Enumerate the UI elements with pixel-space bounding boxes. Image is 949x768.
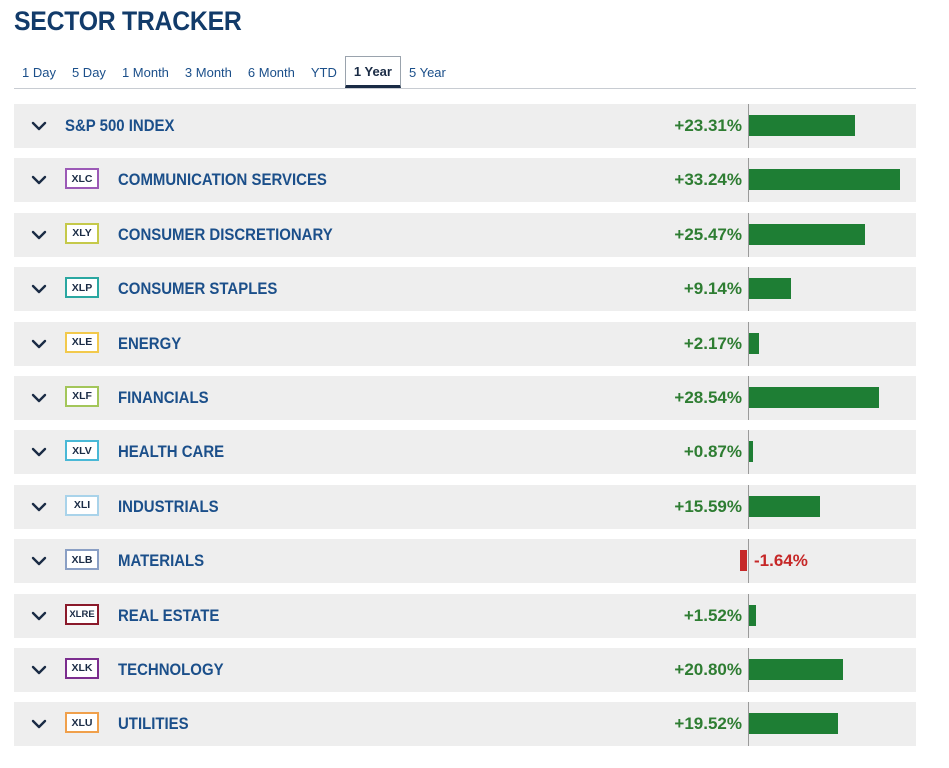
sector-name[interactable]: COMMUNICATION SERVICES: [118, 170, 327, 190]
chevron-down-icon[interactable]: [31, 281, 47, 297]
sector-row[interactable]: XLP CONSUMER STAPLES +9.14%: [14, 267, 916, 312]
ticker-badge: XLU: [65, 712, 99, 734]
sector-name[interactable]: UTILITIES: [118, 714, 189, 734]
performance-bar: [739, 550, 747, 572]
chevron-down-icon[interactable]: [31, 172, 47, 188]
performance-bar: [749, 223, 865, 245]
ticker-badge: XLB: [65, 549, 99, 571]
ticker-badge: XLI: [65, 494, 99, 516]
chevron-down-icon[interactable]: [31, 716, 47, 732]
sector-row[interactable]: XLK TECHNOLOGY +20.80%: [14, 647, 916, 692]
tab-6-month[interactable]: 6 Month: [247, 64, 295, 80]
ticker-badge: XLK: [65, 657, 99, 679]
performance-bar: [749, 278, 791, 300]
chevron-down-icon[interactable]: [31, 553, 47, 569]
zero-axis-line: [748, 484, 749, 529]
ticker-badge: XLP: [65, 277, 99, 299]
sector-row[interactable]: S&P 500 INDEX +23.31%: [14, 104, 916, 148]
percent-change: +1.52%: [683, 605, 742, 625]
percent-change: +9.14%: [683, 279, 742, 299]
ticker-badge: XLF: [65, 385, 99, 407]
sector-name[interactable]: MATERIALS: [118, 551, 205, 571]
sector-name[interactable]: CONSUMER STAPLES: [118, 279, 278, 299]
percent-change: +28.54%: [674, 387, 742, 407]
sector-row[interactable]: XLRE REAL ESTATE +1.52%: [14, 593, 916, 638]
percent-change: +2.17%: [683, 333, 742, 353]
percent-change: +20.80%: [674, 659, 742, 679]
zero-axis-line: [748, 430, 749, 475]
chevron-down-icon[interactable]: [31, 499, 47, 515]
sector-name[interactable]: TECHNOLOGY: [118, 659, 224, 679]
sector-name[interactable]: INDUSTRIALS: [118, 496, 219, 516]
sector-name[interactable]: FINANCIALS: [118, 387, 209, 407]
sector-row[interactable]: XLC COMMUNICATION SERVICES +33.24%: [14, 158, 916, 203]
ticker-badge: XLY: [65, 222, 99, 244]
performance-bar: [749, 658, 844, 680]
percent-change: +23.31%: [674, 116, 742, 135]
sector-name[interactable]: CONSUMER DISCRETIONARY: [118, 224, 333, 244]
percent-change: +33.24%: [674, 170, 742, 190]
performance-bar: [749, 332, 759, 354]
ticker-badge: XLC: [65, 168, 99, 190]
chevron-down-icon[interactable]: [31, 336, 47, 352]
percent-change: +0.87%: [683, 442, 742, 462]
zero-axis-line: [748, 647, 749, 692]
zero-axis-line: [748, 321, 749, 366]
tab-1-month[interactable]: 1 Month: [121, 64, 169, 80]
percent-change: +25.47%: [674, 224, 742, 244]
sector-row[interactable]: XLV HEALTH CARE +0.87%: [14, 430, 916, 475]
sector-row[interactable]: XLI INDUSTRIALS +15.59%: [14, 484, 916, 529]
sector-list: S&P 500 INDEX +23.31% XLC COMMUNICATION SER…: [14, 104, 916, 757]
performance-bar: [749, 441, 753, 463]
sector-row[interactable]: XLF FINANCIALS +28.54%: [14, 375, 916, 420]
tab-1-year[interactable]: 1 Year: [344, 56, 401, 88]
sector-name[interactable]: ENERGY: [118, 333, 182, 353]
zero-axis-line: [748, 104, 749, 148]
tab-5-day[interactable]: 5 Day: [71, 64, 106, 80]
ticker-badge: XLV: [65, 440, 99, 462]
percent-change: +15.59%: [674, 496, 742, 516]
ticker-badge: XLE: [65, 331, 99, 353]
performance-bar: [749, 604, 756, 626]
zero-axis-line: [748, 702, 749, 747]
ticker-badge: XLRE: [65, 603, 99, 625]
tab-5-year[interactable]: 5 Year: [408, 64, 446, 80]
percent-change: -1.64%: [754, 551, 808, 571]
tab-3-month[interactable]: 3 Month: [184, 64, 232, 80]
chevron-down-icon[interactable]: [31, 227, 47, 243]
performance-bar: [749, 713, 838, 735]
zero-axis-line: [748, 212, 749, 257]
zero-axis-line: [748, 375, 749, 420]
percent-change: +19.52%: [674, 714, 742, 734]
sector-name[interactable]: S&P 500 INDEX: [65, 116, 175, 135]
sector-row[interactable]: XLY CONSUMER DISCRETIONARY +25.47%: [14, 212, 916, 257]
tab-ytd[interactable]: YTD: [310, 64, 337, 80]
chevron-down-icon[interactable]: [31, 662, 47, 678]
zero-axis-line: [748, 158, 749, 203]
sector-row[interactable]: XLE ENERGY +2.17%: [14, 321, 916, 366]
zero-axis-line: [748, 593, 749, 638]
chevron-down-icon[interactable]: [31, 390, 47, 406]
sector-row[interactable]: XLU UTILITIES +19.52%: [14, 702, 916, 747]
sector-name[interactable]: REAL ESTATE: [118, 605, 220, 625]
chevron-down-icon[interactable]: [31, 444, 47, 460]
zero-axis-line: [748, 539, 749, 584]
sector-row[interactable]: XLB MATERIALS -1.64%: [14, 539, 916, 584]
performance-bar: [749, 169, 900, 191]
period-tabs: 1 Day 5 Day 1 Month 3 Month 6 Month YTD …: [14, 56, 916, 89]
performance-bar: [749, 386, 879, 408]
tab-1-day[interactable]: 1 Day: [22, 64, 56, 80]
chevron-down-icon[interactable]: [31, 118, 47, 134]
zero-axis-line: [748, 267, 749, 312]
performance-bar: [749, 115, 855, 136]
chevron-down-icon[interactable]: [31, 608, 47, 624]
sector-name[interactable]: HEALTH CARE: [118, 442, 225, 462]
performance-bar: [749, 495, 820, 517]
page-title: SECTOR TRACKER: [14, 6, 242, 36]
